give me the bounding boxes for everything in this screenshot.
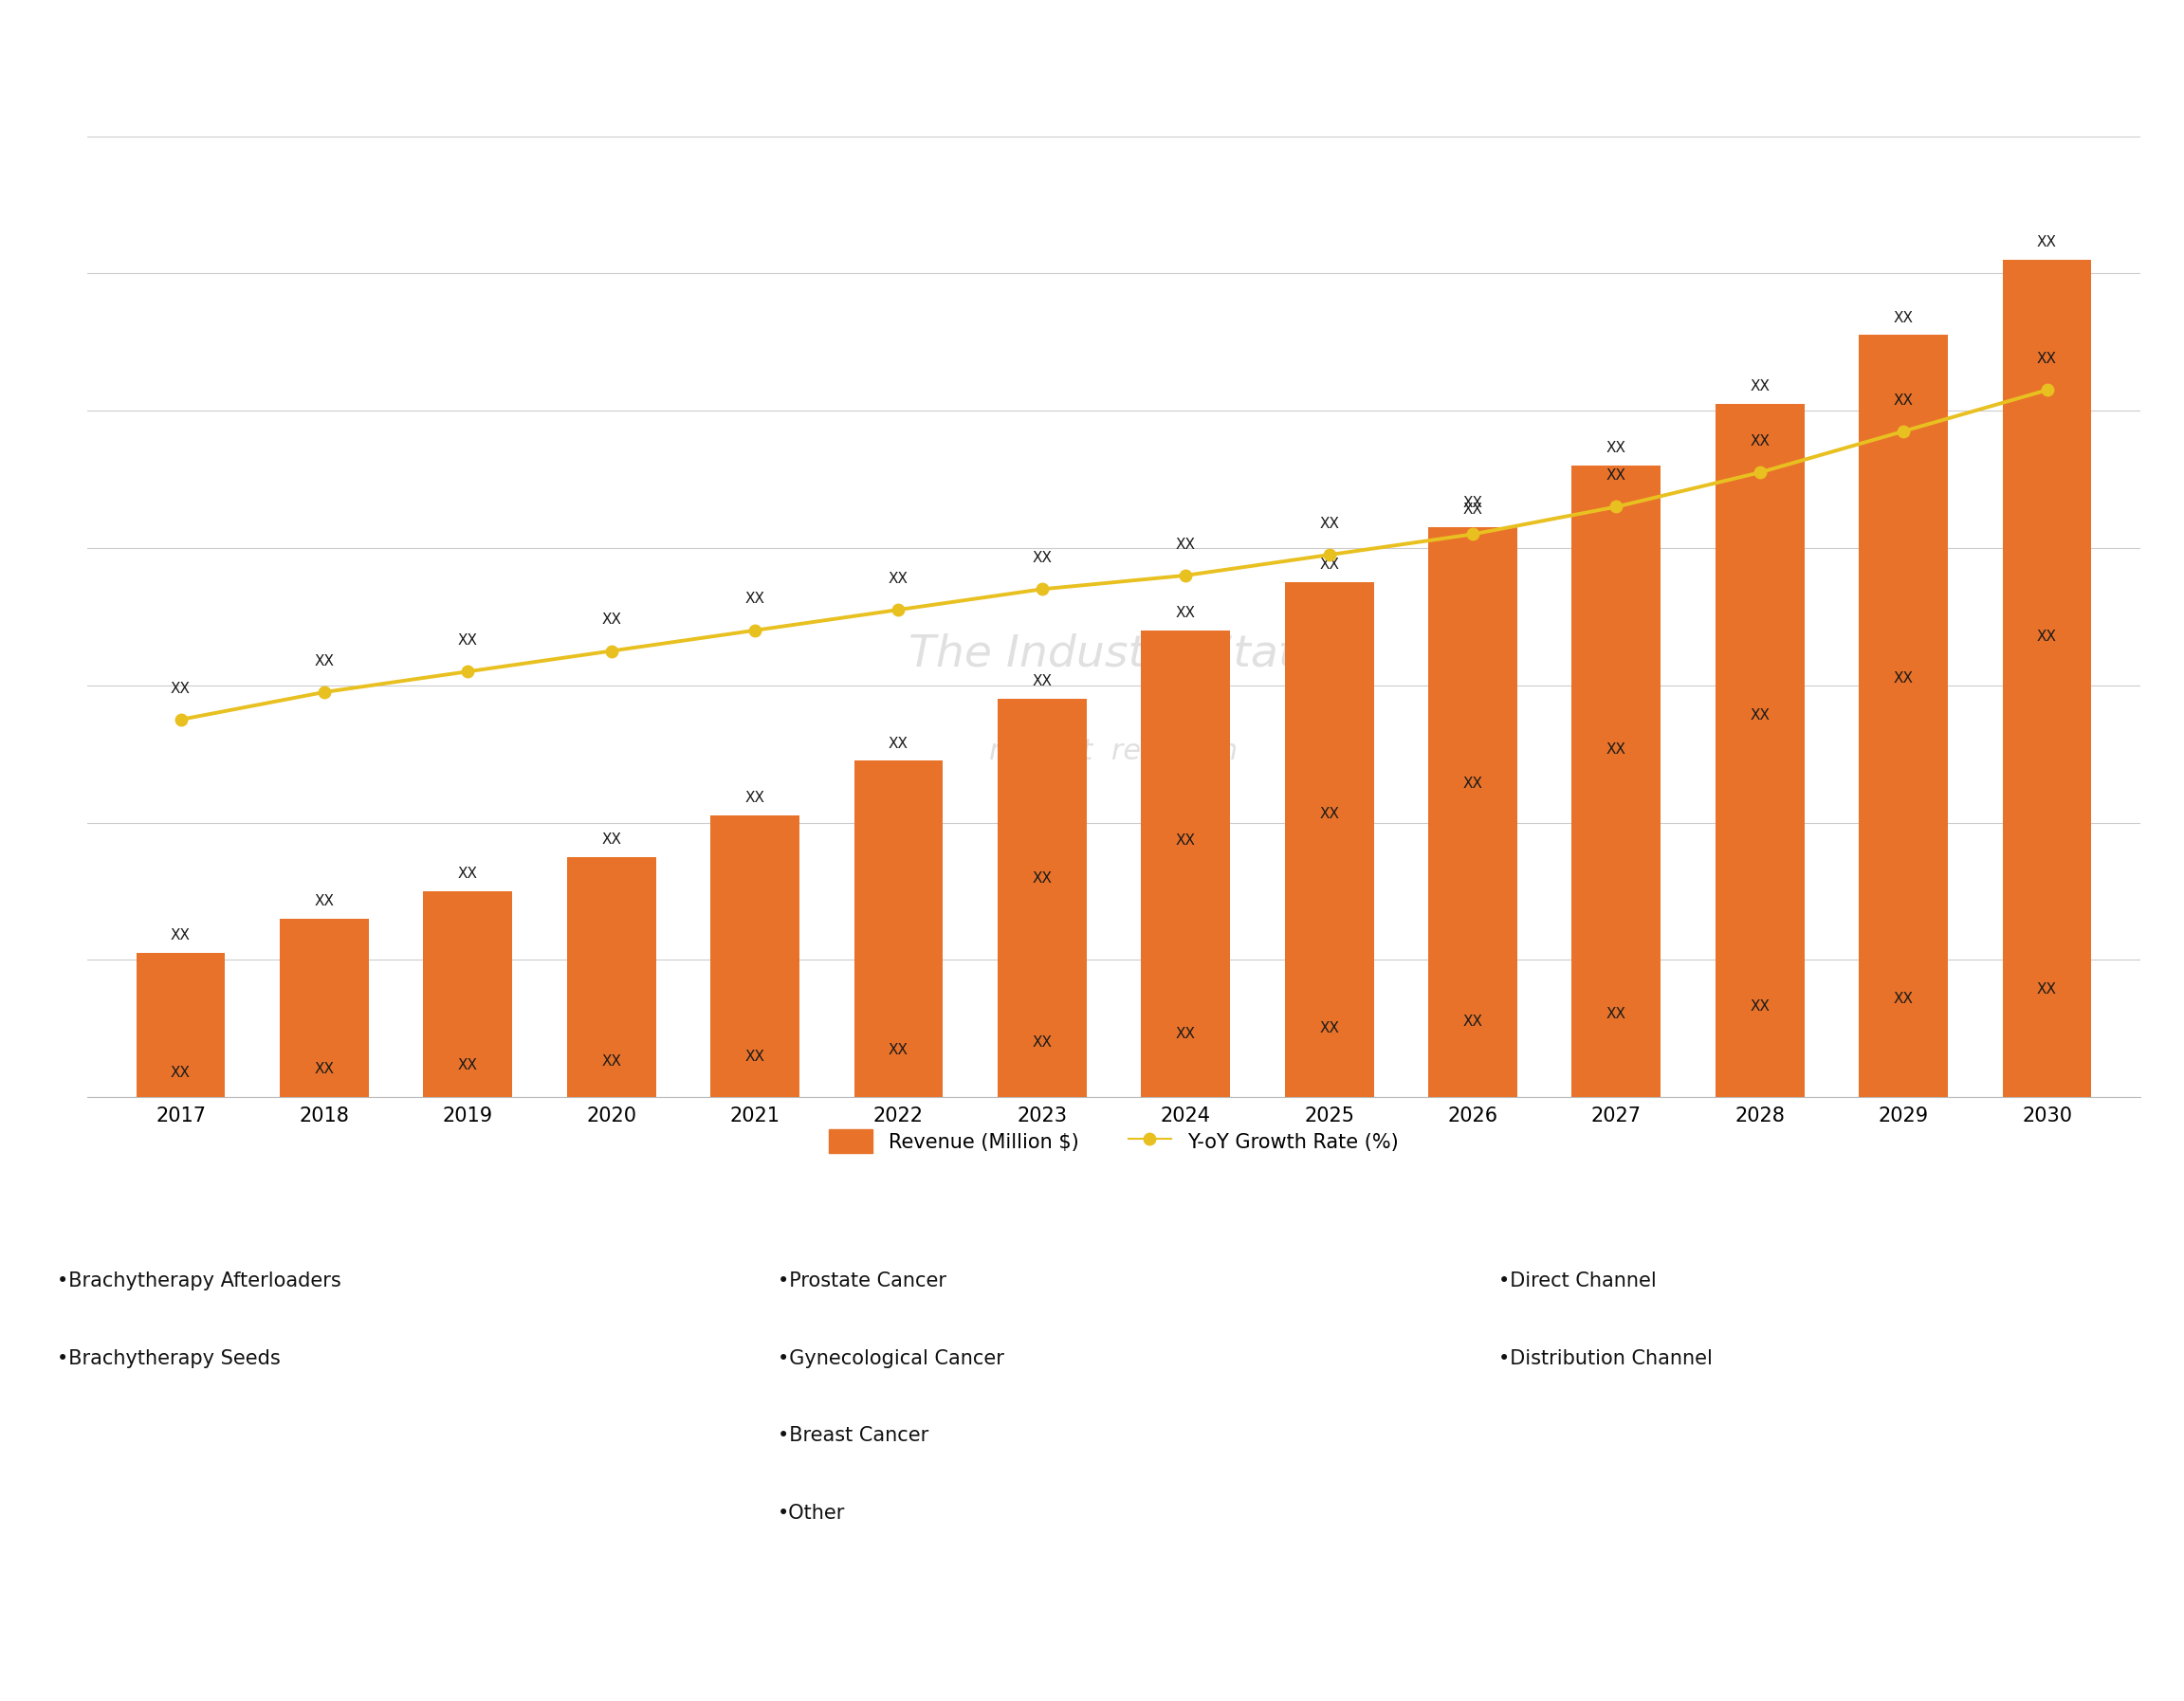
Text: •Other: •Other (778, 1504, 845, 1522)
Text: Application: Application (1033, 1228, 1151, 1247)
Text: XX: XX (1749, 434, 1769, 449)
Text: XX: XX (1463, 777, 1483, 791)
Text: XX: XX (601, 832, 620, 847)
Text: XX: XX (1175, 606, 1195, 621)
Text: XX: XX (170, 682, 190, 696)
Text: XX: XX (1749, 1000, 1769, 1014)
Text: XX: XX (889, 1043, 909, 1056)
Bar (998, 699, 1088, 1097)
Text: Website: www.theindustrystats.com: Website: www.theindustrystats.com (1808, 1657, 2158, 1674)
Text: XX: XX (2038, 352, 2057, 366)
Text: •Gynecological Cancer: •Gynecological Cancer (778, 1349, 1005, 1368)
Text: XX: XX (1749, 379, 1769, 393)
Text: XX: XX (2038, 235, 2057, 250)
Text: XX: XX (2038, 629, 2057, 643)
Text: XX: XX (1463, 1014, 1483, 1029)
Bar (1284, 582, 1374, 1097)
Text: XX: XX (170, 929, 190, 942)
Text: •Breast Cancer: •Breast Cancer (778, 1427, 928, 1446)
Text: XX: XX (1319, 1021, 1339, 1036)
Bar (854, 760, 943, 1097)
Bar (1140, 631, 1230, 1097)
Text: XX: XX (1894, 311, 1913, 325)
Bar (1859, 335, 1948, 1097)
Text: XX: XX (1894, 992, 1913, 1005)
Text: XX: XX (1894, 393, 1913, 407)
Text: XX: XX (459, 633, 478, 648)
Text: Product Types: Product Types (297, 1228, 446, 1247)
Text: XX: XX (314, 1061, 334, 1075)
Text: XX: XX (745, 791, 764, 805)
Text: XX: XX (1749, 709, 1769, 723)
Text: •Direct Channel: •Direct Channel (1498, 1272, 1655, 1291)
Text: XX: XX (459, 868, 478, 881)
Text: XX: XX (1175, 538, 1195, 551)
Bar (568, 857, 655, 1097)
Text: XX: XX (1033, 1036, 1053, 1050)
Text: XX: XX (1175, 833, 1195, 847)
Text: •Brachytherapy Seeds: •Brachytherapy Seeds (57, 1349, 280, 1368)
Text: XX: XX (2038, 983, 2057, 997)
Text: •Distribution Channel: •Distribution Channel (1498, 1349, 1712, 1368)
Text: XX: XX (1463, 497, 1483, 510)
Text: XX: XX (1463, 503, 1483, 517)
Text: XX: XX (1894, 670, 1913, 686)
Text: XX: XX (1319, 806, 1339, 822)
Text: XX: XX (889, 572, 909, 585)
Text: XX: XX (745, 1050, 764, 1063)
Text: XX: XX (889, 737, 909, 750)
Text: XX: XX (1033, 871, 1053, 885)
Text: XX: XX (1319, 558, 1339, 572)
Bar (2003, 260, 2092, 1097)
Text: The Industry Stats: The Industry Stats (909, 634, 1319, 677)
Text: XX: XX (459, 1058, 478, 1072)
Legend: Revenue (Million $), Y-oY Growth Rate (%): Revenue (Million $), Y-oY Growth Rate (%… (821, 1121, 1406, 1162)
Text: XX: XX (170, 1065, 190, 1080)
Text: XX: XX (1607, 441, 1627, 456)
Text: XX: XX (1607, 1007, 1627, 1021)
Bar (710, 816, 799, 1097)
Text: XX: XX (601, 1055, 620, 1068)
Bar (424, 891, 513, 1097)
Text: XX: XX (1607, 468, 1627, 483)
Text: XX: XX (1033, 551, 1053, 565)
Bar (1428, 527, 1518, 1097)
Bar (135, 953, 225, 1097)
Text: market  research: market research (989, 738, 1238, 765)
Bar (1572, 466, 1660, 1097)
Text: •Prostate Cancer: •Prostate Cancer (778, 1272, 946, 1291)
Text: Source: Theindustrystats Analysis: Source: Theindustrystats Analysis (26, 1657, 354, 1674)
Text: Fig. Global Brachytherapy Afterloaders, Brachytherapy Seeds Market Status and Ou: Fig. Global Brachytherapy Afterloaders, … (28, 36, 1356, 61)
Text: XX: XX (1175, 1027, 1195, 1041)
Text: XX: XX (1033, 675, 1053, 689)
Text: XX: XX (1607, 743, 1627, 757)
Text: •Brachytherapy Afterloaders: •Brachytherapy Afterloaders (57, 1272, 341, 1291)
Text: XX: XX (745, 592, 764, 606)
Bar (1714, 403, 1804, 1097)
Text: Sales Channels: Sales Channels (1732, 1228, 1894, 1247)
Text: Email: sales@theindustrystats.com: Email: sales@theindustrystats.com (924, 1657, 1260, 1674)
Text: XX: XX (314, 895, 334, 908)
Text: XX: XX (1319, 517, 1339, 531)
Text: XX: XX (314, 653, 334, 668)
Bar (280, 919, 369, 1097)
Text: XX: XX (601, 612, 620, 628)
